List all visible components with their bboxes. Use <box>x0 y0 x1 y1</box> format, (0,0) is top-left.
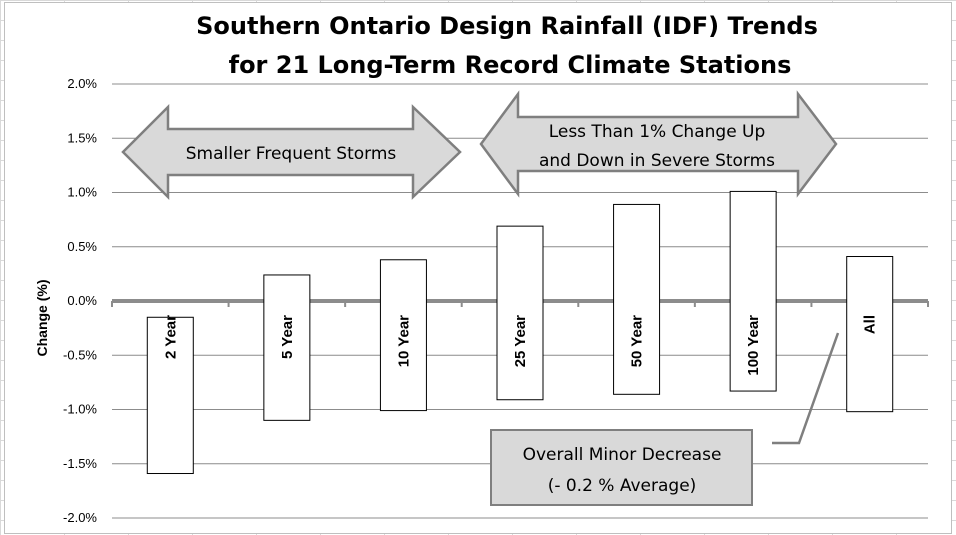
category-labels: 2 Year 5 Year 10 Year 25 Year 50 Year 100 Yea… <box>162 315 878 376</box>
callout-leader-line <box>772 332 840 445</box>
range-bar <box>379 259 427 412</box>
category-label: All <box>862 315 879 334</box>
y-tick-label: -1.0% <box>63 402 97 417</box>
right-arrow-label-line-1: Less Than 1% Change Up <box>549 122 766 142</box>
y-tick-label: -2.0% <box>63 510 97 525</box>
y-tick-label: -1.5% <box>63 456 97 471</box>
y-tick-label: 2.0% <box>67 76 97 91</box>
x-axis-tick-marks <box>111 301 929 307</box>
callout-line-2: (- 0.2 % Average) <box>548 476 697 496</box>
y-tick-labels: 2.0% 1.5% 1.0% 0.5% 0.0% -0.5% -1.0% -1.5% -2.0% <box>63 76 97 525</box>
y-tick-label: 0.5% <box>67 239 97 254</box>
category-label: 25 Year <box>512 315 529 367</box>
range-bar <box>263 274 311 421</box>
chart-title-line-1: Southern Ontario Design Rainfall (IDF) T… <box>196 12 818 40</box>
category-label: 100 Year <box>745 315 762 376</box>
y-tick-label: 1.0% <box>67 185 97 200</box>
y-tick-label: 0.0% <box>67 293 97 308</box>
y-tick-label: -0.5% <box>63 347 97 362</box>
range-bars <box>146 190 894 475</box>
category-label: 2 Year <box>162 315 179 359</box>
range-bar <box>846 256 894 413</box>
category-label: 50 Year <box>629 315 646 367</box>
range-bar <box>496 225 544 401</box>
left-arrow-label: Smaller Frequent Storms <box>186 144 397 164</box>
y-axis-label: Change (%) <box>34 280 50 357</box>
callout-box <box>490 429 753 506</box>
category-label: 10 Year <box>395 315 412 367</box>
callout-line-1: Overall Minor Decrease <box>523 445 722 465</box>
right-double-arrow <box>479 90 838 198</box>
range-bar <box>146 316 194 475</box>
category-label: 5 Year <box>279 315 296 359</box>
chart-title-line-2: for 21 Long-Term Record Climate Stations <box>229 51 792 79</box>
range-bar <box>729 190 777 392</box>
y-tick-label: 1.5% <box>67 130 97 145</box>
range-bar <box>613 203 661 395</box>
left-double-arrow <box>121 103 462 201</box>
right-arrow-label-line-2: and Down in Severe Storms <box>539 151 775 171</box>
